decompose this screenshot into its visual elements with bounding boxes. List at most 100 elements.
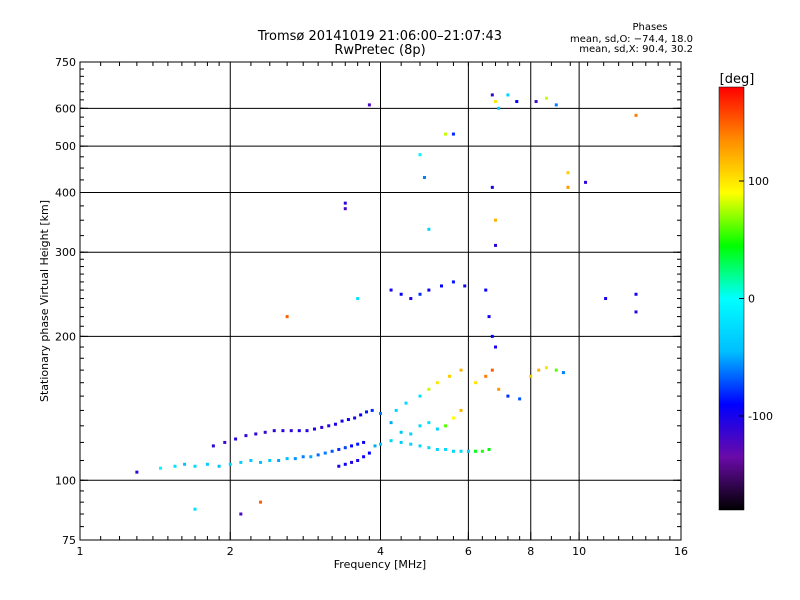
data-point xyxy=(490,368,494,372)
data-point xyxy=(451,132,455,136)
data-point xyxy=(554,103,558,107)
data-point xyxy=(272,429,276,433)
data-point xyxy=(305,429,309,433)
data-point xyxy=(515,100,519,104)
data-point xyxy=(435,447,439,451)
data-point xyxy=(367,103,371,107)
data-point xyxy=(333,422,337,426)
data-point xyxy=(356,297,360,301)
data-point xyxy=(234,437,238,441)
data-point xyxy=(293,457,297,461)
data-point xyxy=(484,288,488,292)
data-point xyxy=(135,470,139,474)
data-point xyxy=(404,401,408,405)
data-point xyxy=(487,315,491,319)
data-point xyxy=(244,434,248,438)
phase-stats-x: mean, sd,X: 90.4, 30.2 xyxy=(579,44,693,55)
data-point xyxy=(444,424,448,428)
y-axis-ticks: 75 100 200 300 400 500 600 750 xyxy=(55,56,681,547)
data-point xyxy=(297,429,301,433)
data-point xyxy=(534,100,538,104)
data-point xyxy=(312,427,316,431)
data-point xyxy=(451,449,455,453)
data-point xyxy=(484,374,488,378)
data-point xyxy=(466,449,470,453)
data-point xyxy=(444,132,448,136)
data-point xyxy=(320,425,324,429)
data-point xyxy=(634,292,638,296)
data-point xyxy=(427,387,431,391)
data-point xyxy=(554,368,558,372)
data-point xyxy=(506,93,510,97)
data-point xyxy=(353,416,357,420)
data-point xyxy=(343,446,347,450)
data-point xyxy=(389,288,393,292)
data-point xyxy=(389,439,393,443)
data-point xyxy=(277,458,281,462)
y-tick-label: 600 xyxy=(55,102,76,115)
data-point xyxy=(301,455,305,459)
data-point xyxy=(359,413,363,417)
data-point xyxy=(427,288,431,292)
y-tick-label: 750 xyxy=(55,56,76,69)
data-point xyxy=(350,460,354,464)
data-point xyxy=(239,460,243,464)
x-tick-label: 8 xyxy=(527,545,534,558)
data-point xyxy=(259,460,263,464)
data-point xyxy=(389,421,393,425)
data-point xyxy=(337,464,341,468)
y-axis-label: Stationary phase Virtual Height [km] xyxy=(38,200,51,402)
data-point xyxy=(518,397,522,401)
data-point xyxy=(217,464,221,468)
data-point xyxy=(494,100,498,104)
data-point xyxy=(566,185,570,189)
data-point xyxy=(327,424,331,428)
data-point xyxy=(529,374,533,378)
data-point xyxy=(356,442,360,446)
data-point xyxy=(494,243,498,247)
data-point xyxy=(330,449,334,453)
data-point xyxy=(435,427,439,431)
data-point xyxy=(362,455,366,459)
data-point xyxy=(289,429,293,433)
data-point xyxy=(566,171,570,175)
data-point xyxy=(223,440,227,444)
data-point xyxy=(418,153,422,157)
data-point xyxy=(367,451,371,455)
data-point xyxy=(490,93,494,97)
chart-subtitle: RwPretec (8p) xyxy=(334,43,425,58)
colorbar-label: [deg] xyxy=(720,72,755,87)
data-point xyxy=(205,462,209,466)
x-tick-label: 1 xyxy=(77,545,84,558)
data-point xyxy=(494,345,498,349)
data-point xyxy=(281,429,285,433)
data-point xyxy=(323,451,327,455)
data-point xyxy=(263,430,267,434)
data-point xyxy=(418,292,422,296)
data-point xyxy=(193,507,197,511)
x-tick-label: 2 xyxy=(227,545,234,558)
data-point xyxy=(444,447,448,451)
data-point xyxy=(459,408,463,412)
data-point xyxy=(309,455,313,459)
data-points xyxy=(135,93,638,516)
data-point xyxy=(506,394,510,398)
data-point xyxy=(259,500,263,504)
data-point xyxy=(394,408,398,412)
data-point xyxy=(418,424,422,428)
data-point xyxy=(211,444,215,448)
data-point xyxy=(379,411,382,415)
data-point xyxy=(473,449,477,453)
data-point xyxy=(409,297,413,301)
y-tick-label: 100 xyxy=(55,474,76,487)
data-point xyxy=(497,106,501,110)
data-point xyxy=(268,458,272,462)
data-point xyxy=(427,421,431,425)
data-point xyxy=(285,315,289,319)
data-point xyxy=(337,447,341,451)
data-point xyxy=(584,180,588,184)
data-point xyxy=(356,458,360,462)
colorbar-tick-label: 0 xyxy=(748,293,755,306)
data-point xyxy=(427,446,431,450)
data-point xyxy=(365,410,369,414)
